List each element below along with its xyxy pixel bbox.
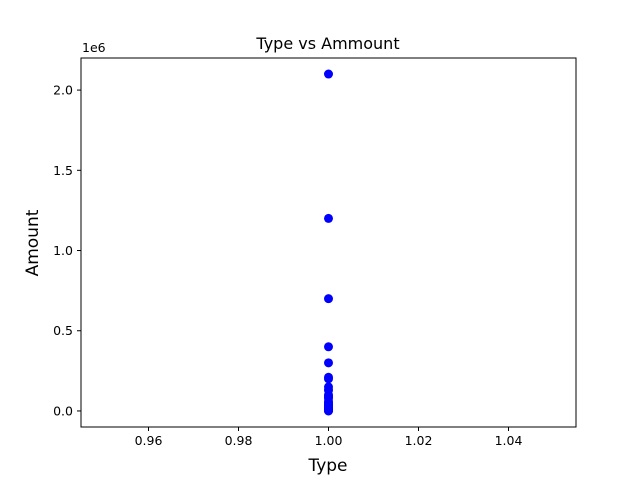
data-point	[324, 69, 333, 79]
y-axis-label: Amount	[23, 209, 43, 276]
plot-frame	[80, 57, 577, 428]
x-tick-label: 0.96	[135, 433, 163, 448]
y-tick-label: 1.0	[53, 243, 73, 258]
x-tick-label: 1.00	[315, 433, 343, 448]
y-axis-offset-label: 1e6	[82, 40, 106, 55]
data-point	[324, 342, 333, 352]
y-tick-label: 0.5	[53, 323, 73, 338]
data-point	[324, 406, 333, 416]
x-axis-label: Type	[307, 456, 347, 476]
data-point	[324, 294, 333, 304]
y-tick-label: 0.0	[53, 403, 73, 418]
data-point	[324, 213, 333, 223]
data-point	[324, 374, 333, 384]
data-point	[324, 358, 333, 368]
y-tick-label: 1.5	[53, 163, 73, 178]
x-tick-label: 1.02	[405, 433, 433, 448]
x-tick-label: 0.98	[225, 433, 253, 448]
x-tick-label: 1.04	[495, 433, 523, 448]
y-tick-label: 2.0	[53, 83, 73, 98]
plot-area: 0.96 0.98 1.00 1.02 1.04 0.0 0.5 1.0 1.5 2.0	[53, 57, 577, 448]
chart-title: Type vs Ammount	[255, 34, 399, 53]
